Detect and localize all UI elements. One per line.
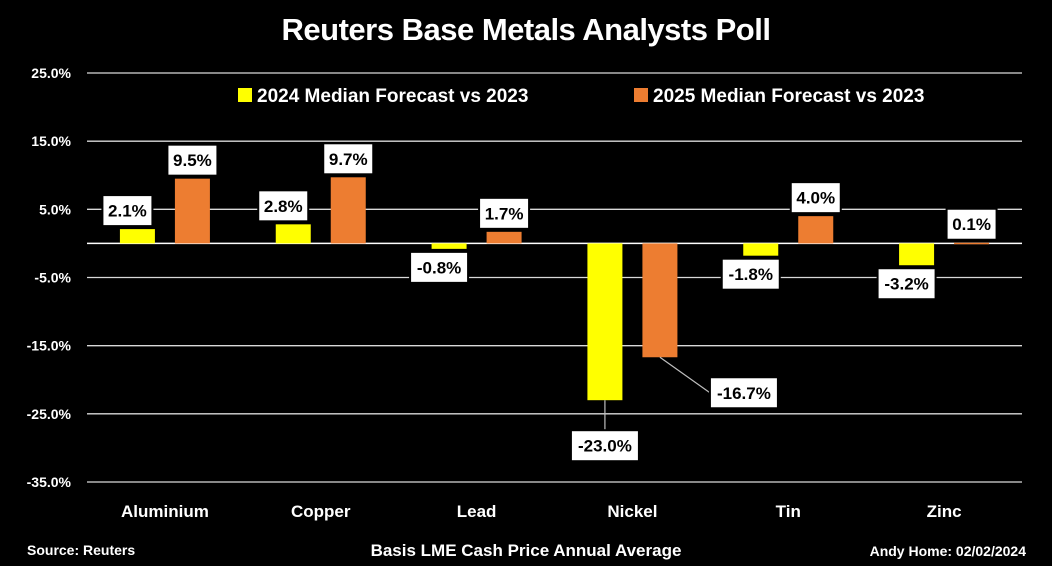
y-tick-label: -35.0% — [27, 474, 72, 490]
bar-2024-tin — [743, 243, 779, 256]
data-label: 2.1% — [108, 202, 147, 221]
bar-2024-nickel — [587, 243, 623, 401]
y-tick-label: -5.0% — [34, 270, 71, 286]
y-tick-label: 25.0% — [31, 65, 71, 81]
bar-2024-copper — [275, 224, 311, 244]
data-label-box — [708, 376, 779, 410]
data-label: 9.5% — [173, 151, 212, 170]
data-label: -3.2% — [884, 275, 928, 294]
y-tick-label: -15.0% — [27, 338, 72, 354]
data-label: 2.8% — [264, 197, 303, 216]
legend-label: 2025 Median Forecast vs 2023 — [653, 86, 924, 107]
legend-label: 2024 Median Forecast vs 2023 — [257, 86, 528, 107]
data-label-box — [257, 189, 310, 223]
data-label-box — [789, 181, 842, 215]
legend-swatch — [238, 88, 252, 102]
data-label-box — [409, 250, 470, 284]
data-label: 9.7% — [329, 150, 368, 169]
author-credit: Andy Home: 02/02/2024 — [869, 543, 1026, 559]
category-label: Aluminium — [121, 502, 209, 521]
category-label: Tin — [776, 502, 801, 521]
legend-swatch — [634, 88, 648, 102]
data-label: -16.7% — [717, 384, 771, 403]
bar-2025-tin — [798, 216, 834, 244]
data-label: -23.0% — [578, 437, 632, 456]
category-label: Nickel — [607, 502, 657, 521]
data-label-box — [876, 267, 937, 301]
data-label: -1.8% — [729, 265, 773, 284]
bar-2024-aluminium — [119, 229, 155, 244]
y-tick-label: 5.0% — [39, 201, 71, 217]
bar-2025-lead — [486, 231, 522, 244]
data-label-leader — [659, 356, 711, 394]
category-label: Lead — [457, 502, 497, 521]
chart-title: Reuters Base Metals Analysts Poll — [281, 12, 771, 47]
data-label-box — [569, 429, 640, 463]
data-label-box — [945, 207, 998, 241]
bar-2025-nickel — [642, 243, 678, 358]
y-tick-label: -25.0% — [27, 406, 72, 422]
category-label: Zinc — [927, 502, 962, 521]
data-label-box — [478, 196, 531, 230]
bar-2025-aluminium — [174, 178, 210, 244]
data-label: 4.0% — [796, 189, 835, 208]
bar-2025-zinc — [954, 242, 990, 245]
data-label-box — [101, 194, 154, 228]
data-label: 0.1% — [952, 215, 991, 234]
data-label-box — [720, 257, 781, 291]
category-label: Copper — [291, 502, 351, 521]
data-label-box — [166, 143, 219, 177]
chart-subtitle: Basis LME Cash Price Annual Average — [370, 541, 682, 560]
data-label: 1.7% — [485, 204, 524, 223]
bar-2025-copper — [330, 177, 366, 244]
data-label: -0.8% — [417, 258, 461, 277]
bar-2024-lead — [431, 243, 467, 249]
y-tick-label: 15.0% — [31, 133, 71, 149]
bar-2024-zinc — [899, 243, 935, 266]
data-label-box — [322, 142, 375, 176]
source-note: Source: Reuters — [27, 542, 136, 558]
